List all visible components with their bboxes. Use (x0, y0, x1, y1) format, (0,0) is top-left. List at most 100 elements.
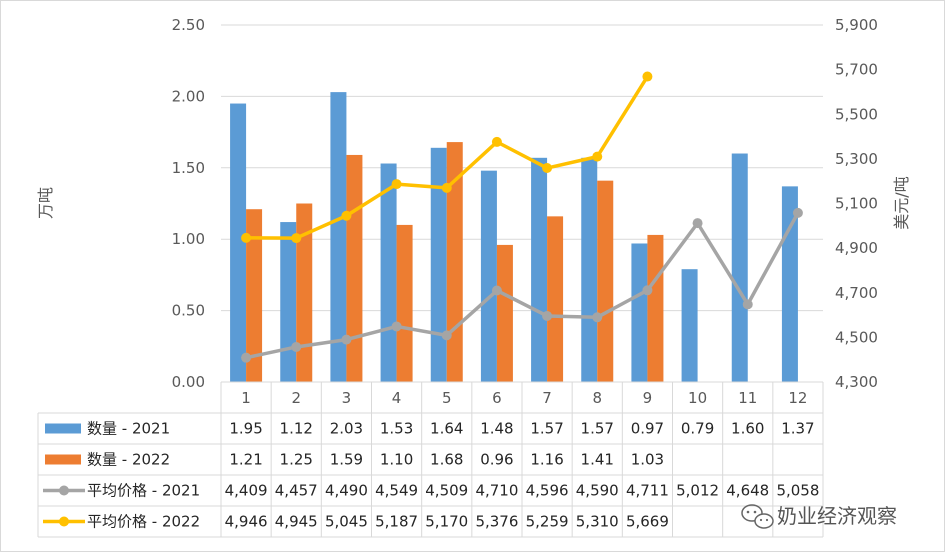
series-point (542, 163, 553, 174)
y2-tick-label: 4,700 (835, 284, 878, 302)
legend-marker (59, 516, 69, 527)
bar (631, 243, 648, 382)
bars (230, 92, 798, 382)
x-tick-label: 11 (738, 389, 757, 407)
table-cell: 0.79 (681, 420, 714, 438)
y2-tick-label: 5,900 (835, 16, 878, 34)
bar (446, 142, 463, 382)
series-point (391, 179, 402, 190)
table-cell: 5,376 (475, 513, 518, 531)
legend-label: 平均价格 - 2022 (87, 513, 200, 531)
y-tick-label: 0.50 (172, 302, 205, 320)
y-tick-label: 1.50 (172, 159, 205, 177)
y2-tick-label: 5,700 (835, 61, 878, 79)
table-cell: 4,710 (475, 482, 518, 500)
series-point (441, 330, 452, 341)
table-cell: 0.96 (480, 451, 513, 469)
y-tick-label: 1.00 (172, 230, 205, 248)
table-cell: 1.37 (781, 420, 814, 438)
series-point (491, 136, 502, 147)
table-cell: 4,457 (275, 482, 318, 500)
watermark-text: 奶业经济观察 (777, 504, 897, 528)
bar (496, 244, 513, 382)
x-tick-label: 7 (542, 389, 552, 407)
table-cell: 1.21 (229, 451, 262, 469)
series-point (291, 233, 302, 244)
series-point (441, 182, 452, 193)
table-cell: 1.53 (380, 420, 413, 438)
bar (531, 157, 548, 382)
legend-label: 数量 - 2022 (87, 451, 170, 469)
legend-label: 数量 - 2021 (87, 420, 170, 438)
bar (296, 203, 313, 382)
series-point (592, 151, 603, 162)
bar (346, 154, 363, 382)
y2-tick-label: 4,500 (835, 328, 878, 346)
bar (480, 170, 497, 382)
y-tick-label: 2.00 (172, 87, 205, 105)
y2-axis-title: 美元/吨 (892, 176, 911, 229)
bar (430, 147, 447, 382)
bar (581, 157, 598, 382)
table-cell: 5,012 (676, 482, 719, 500)
table-cell: 1.16 (530, 451, 563, 469)
table-cell: 1.03 (631, 451, 664, 469)
table-cell: 2.03 (330, 420, 363, 438)
series-point (491, 285, 502, 296)
table-cell: 5,310 (576, 513, 619, 531)
table-cell: 4,596 (526, 482, 569, 500)
bar (731, 153, 748, 382)
x-tick-label: 6 (492, 389, 502, 407)
table-cell: 5,058 (776, 482, 819, 500)
table-cell: 4,946 (225, 513, 268, 531)
table-cell: 0.97 (631, 420, 664, 438)
bar (380, 163, 397, 382)
table-cell: 1.64 (430, 420, 463, 438)
x-tick-label: 1 (241, 389, 251, 407)
series-point (692, 218, 703, 229)
bar (547, 216, 564, 382)
table-cell: 1.57 (581, 420, 614, 438)
table-cell: 5,187 (375, 513, 418, 531)
bar (647, 234, 664, 382)
table-cell: 1.59 (330, 451, 363, 469)
table-cell: 1.57 (530, 420, 563, 438)
legend-swatch (45, 423, 81, 434)
legend-marker (59, 485, 69, 496)
bar (246, 209, 263, 382)
y2-tick-label: 4,300 (835, 373, 878, 391)
gridlines (221, 24, 823, 312)
y2-tick-label: 5,300 (835, 150, 878, 168)
legend-label: 平均价格 - 2021 (87, 482, 200, 500)
table-cell: 4,711 (626, 482, 669, 500)
y-tick-label: 2.50 (172, 16, 205, 34)
x-tick-label: 2 (291, 389, 301, 407)
series-point (792, 207, 803, 218)
bar (230, 103, 247, 382)
bar (681, 269, 698, 382)
legend-swatch (45, 454, 81, 465)
y2-tick-label: 4,900 (835, 239, 878, 257)
table-cell: 4,509 (425, 482, 468, 500)
table-cell: 5,045 (325, 513, 368, 531)
series-point (742, 299, 753, 310)
wechat-icon (741, 504, 774, 529)
series-point (592, 312, 603, 323)
series-point (642, 71, 653, 82)
table-cell: 4,409 (225, 482, 268, 500)
series-line (245, 212, 800, 360)
table-cell: 5,669 (626, 513, 669, 531)
x-tick-label: 12 (788, 389, 807, 407)
table-cell: 1.48 (480, 420, 513, 438)
bar (597, 180, 614, 382)
y2-tick-label: 5,100 (835, 195, 878, 213)
table-cell: 4,549 (375, 482, 418, 500)
x-tick-label: 3 (342, 389, 352, 407)
series-point (241, 232, 252, 243)
y2-tick-label: 5,500 (835, 105, 878, 123)
series-point (341, 210, 352, 221)
table-cell: 1.68 (430, 451, 463, 469)
